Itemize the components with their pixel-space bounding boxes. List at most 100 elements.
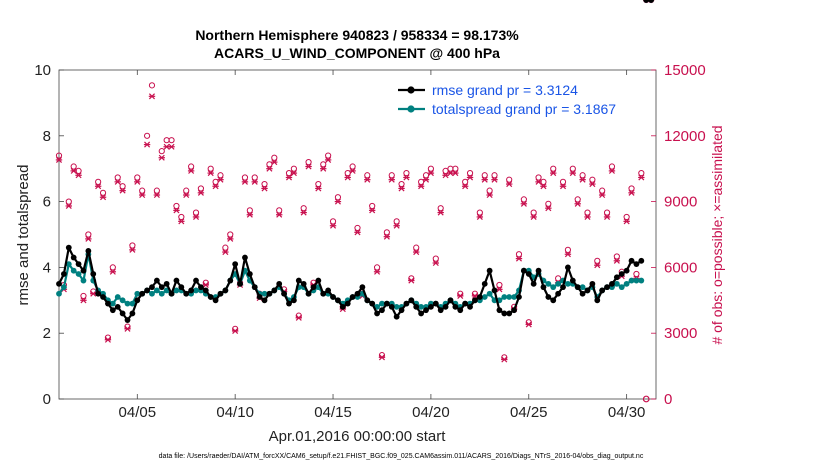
rmse-point [545,294,552,300]
obs-assimilated-marker [217,176,224,183]
rmse-point [134,297,141,304]
rmse-point [520,267,527,274]
obs-possible-marker [300,205,307,212]
y-tick-label: 2 [43,325,51,342]
rmse-point [144,287,150,294]
obs-possible-marker [75,167,82,174]
obs-possible-marker [486,187,493,194]
obs-assimilated-marker [129,246,136,253]
obs-possible-marker [188,163,195,170]
totalspread-point [109,300,116,307]
obs-possible-marker [496,281,503,289]
obs-assimilated-marker [75,172,82,179]
totalspread-point [153,287,160,294]
obs-possible-marker [325,152,332,159]
totalspread-point [623,280,630,287]
rmse-point [550,297,557,304]
totalspread-point [633,277,640,284]
chart-subtitle: ACARS_U_WIND_COMPONENT @ 400 hPa [214,45,500,61]
totalspread-point [393,303,400,310]
y-axis-right-label: # of obs: o=possible; ×=assimilated [709,125,725,344]
obs-possible-marker [183,187,190,194]
obs-assimilated-marker [540,183,547,190]
obs-assimilated-marker [569,170,577,177]
rmse-point [555,290,562,297]
rmse-point [599,287,606,294]
obs-assimilated-marker [109,268,117,275]
rmse-point [452,303,459,310]
rmse-point [628,257,635,264]
obs-possible-marker [158,148,165,155]
obs-possible-marker [545,200,552,207]
rmse-point [149,284,155,291]
x-tick-label: 04/25 [510,404,548,421]
rmse-point [540,284,547,291]
y-right-tick-label: 0 [664,391,672,408]
totalspread-point [134,290,141,297]
obs-possible-marker [109,264,116,271]
rmse-point [183,290,190,297]
obs-assimilated-marker [417,183,425,190]
obs-possible-marker [398,180,405,188]
y-axis-left: 0 2 4 6 8 10 [34,62,64,408]
obs-assimilated-marker [158,154,165,161]
rmse-point [90,271,97,277]
rmse-point [349,294,356,300]
obs-assimilated-marker [598,191,606,199]
rmse-point [633,261,640,268]
y-tick-label: 4 [43,259,51,276]
obs-assimilated-marker [505,181,513,188]
rmse-point [266,290,273,297]
obs-possible-marker [153,187,160,194]
obs-possible-marker [65,198,72,205]
rmse-point [276,280,283,287]
obs-possible-marker [437,205,444,212]
obs-assimilated-marker [413,249,420,256]
obs-possible-marker [217,172,224,179]
rmse-point [310,284,317,291]
legend-label-spread: totalspread grand pr = 3.1867 [432,101,616,117]
x-tick-label: 04/05 [119,404,157,421]
obs-assimilated-marker [364,176,371,183]
legend: rmse grand pr = 3.3124 totalspread grand… [393,78,647,123]
obs-assimilated-marker [432,259,439,267]
rmse-point [344,300,351,307]
totalspread-point [506,294,513,300]
obs-assimilated-marker [422,176,430,183]
rmse-point [481,280,488,287]
rmse-point [95,290,102,297]
obs-possible-marker [594,257,601,264]
rmse-point [256,294,263,300]
rmse-point [139,290,146,297]
rmse-point [476,294,483,300]
obs-possible-marker [427,165,435,172]
rmse-point [193,277,199,284]
y-right-tick-label: 3000 [664,325,697,342]
obs-assimilated-marker [261,185,268,192]
rmse-point [506,310,513,317]
rmse-point [281,290,287,297]
totalspread-point [70,267,77,274]
obs-possible-marker [290,165,297,172]
obs-possible-marker [383,229,390,236]
obs-assimilated-marker [623,218,630,225]
rmse-point [222,287,229,294]
rmse-point [305,290,312,297]
rmse-point [246,271,253,277]
rmse-point [286,300,292,307]
rmse-point [85,248,92,254]
obs-possible-marker [114,174,121,181]
obs-possible-marker [315,180,322,188]
totalspread-point [486,290,493,297]
x-tick-label: 04/10 [216,404,254,421]
obs-assimilated-marker [80,297,87,304]
obs-assimilated-marker [138,191,146,199]
totalspread-point [501,294,508,300]
rmse-point [271,287,278,294]
obs-assimilated-marker [231,327,239,335]
totalspread-point [550,284,557,291]
obs-possible-marker [251,174,258,181]
obs-possible-marker [227,231,234,238]
obs-possible-marker [599,187,606,194]
totalspread-point [565,280,571,287]
